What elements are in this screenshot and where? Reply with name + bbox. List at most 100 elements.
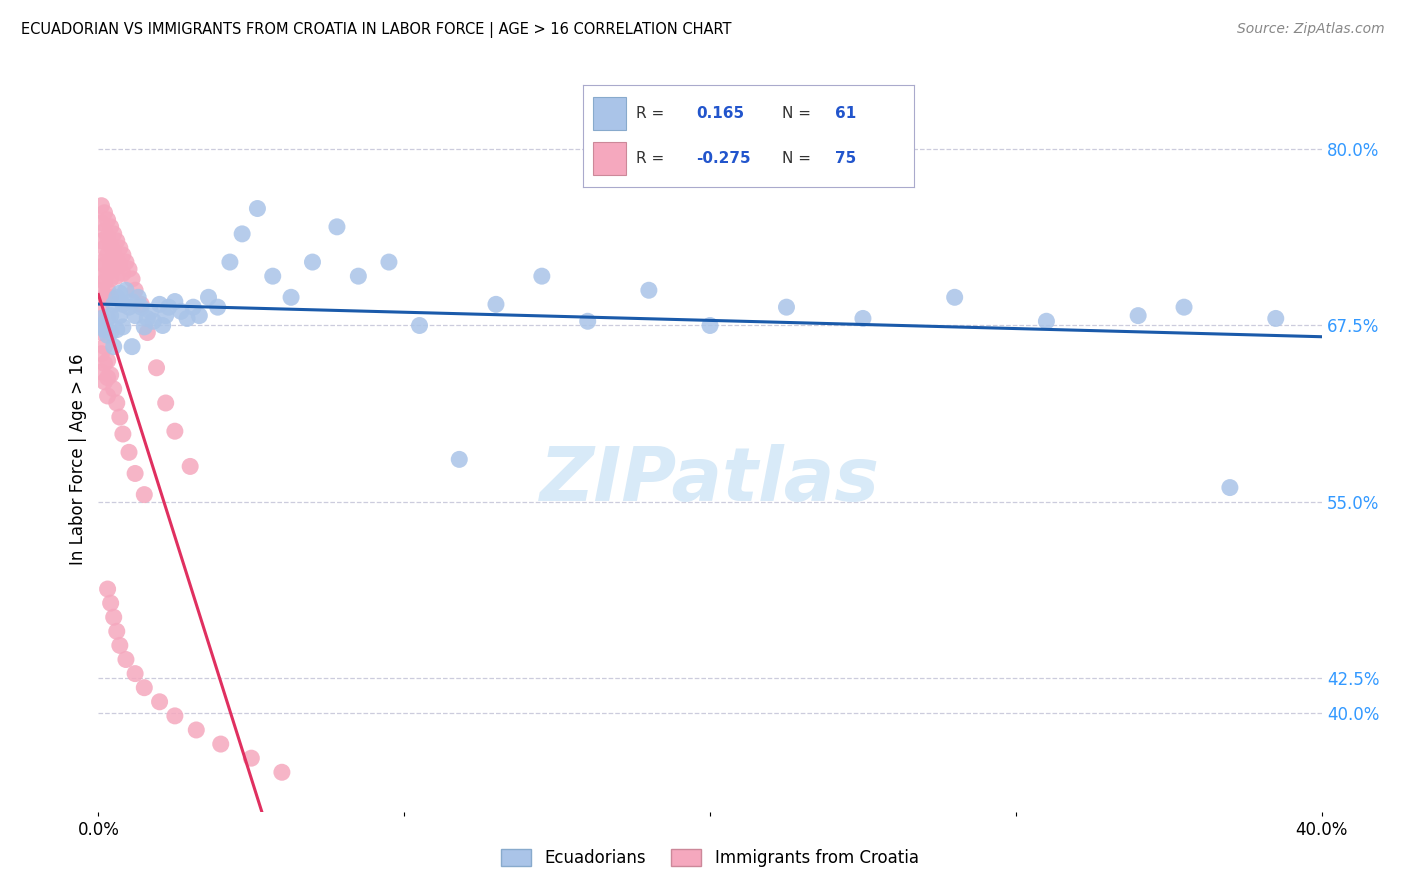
Text: ECUADORIAN VS IMMIGRANTS FROM CROATIA IN LABOR FORCE | AGE > 16 CORRELATION CHAR: ECUADORIAN VS IMMIGRANTS FROM CROATIA IN… (21, 22, 731, 38)
Point (111, 248, 134, 262)
Point (105, 624, 128, 639)
Point (121, 294, 143, 309)
Point (576, 314, 599, 328)
Point (163, 424, 186, 438)
Point (103, 227, 125, 241)
Point (103, 262, 125, 277)
Point (105, 252, 128, 267)
Point (121, 272, 143, 286)
Point (103, 340, 125, 354)
Point (136, 311, 159, 326)
Point (93, 340, 115, 354)
Point (103, 297, 125, 311)
Point (90, 318, 112, 333)
Point (105, 234, 128, 248)
Point (108, 309, 131, 323)
Point (155, 309, 177, 323)
Point (103, 244, 125, 258)
Point (699, 318, 721, 333)
Point (97, 328, 120, 343)
Point (103, 610, 125, 624)
Point (111, 297, 134, 311)
Point (408, 318, 430, 333)
Point (100, 272, 122, 286)
Point (111, 427, 134, 442)
Point (103, 382, 125, 396)
Point (326, 219, 349, 234)
Point (97, 389, 120, 403)
Point (97, 248, 120, 262)
Point (149, 297, 172, 311)
Point (105, 290, 128, 304)
Point (124, 666, 146, 681)
Point (121, 340, 143, 354)
Point (90, 283, 112, 297)
Point (100, 368, 122, 382)
Point (111, 266, 134, 280)
Point (90, 269, 112, 284)
Point (262, 269, 284, 284)
Point (157, 300, 180, 314)
Point (100, 596, 122, 610)
Point (775, 300, 797, 314)
Point (90, 346, 112, 360)
Point (179, 459, 201, 474)
Point (93, 275, 115, 289)
Point (124, 283, 146, 297)
Text: 75: 75 (835, 151, 856, 166)
Point (155, 396, 177, 410)
Point (209, 737, 232, 751)
Point (188, 309, 211, 323)
Point (129, 297, 152, 311)
Point (108, 258, 131, 272)
Text: N =: N = (782, 151, 815, 166)
Point (142, 314, 165, 328)
Point (1035, 314, 1057, 328)
Text: N =: N = (782, 106, 815, 121)
Point (118, 445, 141, 459)
Point (197, 290, 219, 304)
Point (93, 357, 115, 371)
Point (93, 205, 115, 219)
Point (170, 304, 193, 318)
Point (270, 765, 292, 780)
Point (93, 375, 115, 389)
FancyBboxPatch shape (593, 142, 627, 175)
Point (127, 290, 149, 304)
Point (90, 297, 112, 311)
Point (97, 212, 120, 227)
Point (219, 255, 242, 269)
Point (97, 229, 120, 244)
Point (93, 241, 115, 255)
Point (246, 202, 269, 216)
Point (485, 297, 508, 311)
Text: ZIPatlas: ZIPatlas (540, 444, 880, 517)
Point (637, 283, 661, 297)
Point (124, 467, 146, 481)
Point (108, 639, 131, 653)
Point (163, 294, 186, 309)
Point (1264, 311, 1286, 326)
Point (97, 582, 120, 596)
Point (97, 353, 120, 368)
Point (90, 199, 112, 213)
Point (186, 723, 208, 737)
Point (108, 241, 131, 255)
Text: R =: R = (637, 106, 669, 121)
Point (1173, 300, 1195, 314)
Point (115, 283, 138, 297)
Point (97, 266, 120, 280)
Point (115, 255, 138, 269)
Point (97, 370, 120, 384)
Point (152, 318, 174, 333)
Point (100, 309, 122, 323)
Point (943, 290, 966, 304)
Point (105, 323, 128, 337)
Point (111, 319, 134, 334)
Point (378, 255, 401, 269)
Point (163, 709, 186, 723)
Point (100, 238, 122, 252)
Point (105, 396, 128, 410)
Point (280, 290, 302, 304)
Point (134, 319, 156, 334)
